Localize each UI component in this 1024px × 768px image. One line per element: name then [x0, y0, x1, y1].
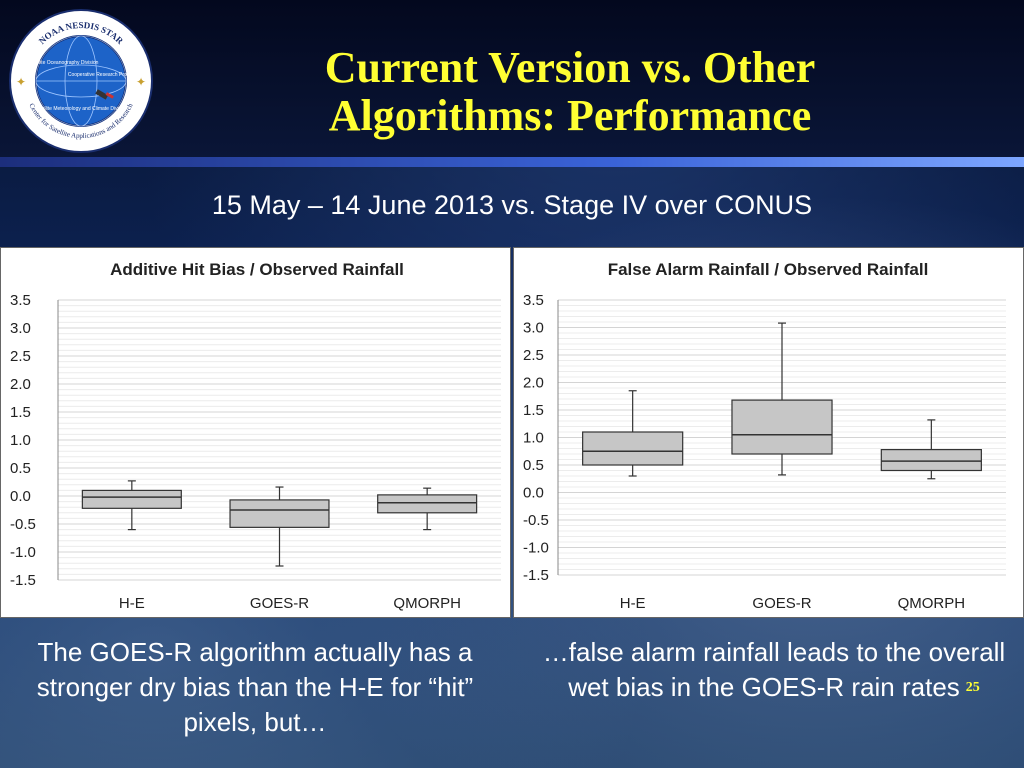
chart2-y-tick-label: -0.5: [523, 512, 549, 529]
chart2-y-tick-label: -1.0: [523, 540, 549, 557]
chart1-x-tick-label: H-E: [119, 595, 145, 612]
chart1-y-tick-label: 0.5: [10, 460, 31, 477]
chart1-box-goes-r: [229, 499, 330, 528]
chart1-box-h-e: [81, 489, 182, 509]
chart2-y-tick-label: 2.0: [523, 375, 544, 392]
satellite-icon: [95, 89, 114, 100]
chart2-box-goes-r: [731, 399, 833, 455]
chart1-x-tick-label: QMORPH: [393, 595, 461, 612]
caption-right: …false alarm rainfall leads to the overa…: [534, 635, 1014, 705]
chart-panel-hit-bias: Additive Hit Bias / Observed Rainfall 3.5…: [0, 247, 511, 618]
chart2-y-tick-label: 3.5: [523, 292, 544, 309]
caption-right-text: …false alarm rainfall leads to the overa…: [542, 637, 1006, 702]
page-number: 25: [965, 680, 980, 695]
logo-division-3: Satellite Meteorology and Climate Divisi…: [34, 106, 128, 112]
chart2-y-tick-label: 3.0: [523, 320, 544, 337]
logo-star-right-icon: ✦: [136, 75, 146, 89]
logo-star-left-icon: ✦: [16, 75, 26, 89]
slide-title: Current Version vs. Other Algorithms: Pe…: [200, 44, 940, 140]
chart1-y-tick-label: -0.5: [10, 516, 36, 533]
chart1-y-tick-label: 2.0: [10, 376, 31, 393]
chart2-x-tick-label: QMORPH: [898, 595, 966, 612]
chart1-y-tick-label: 1.5: [10, 404, 31, 421]
chart2-y-tick-label: -1.5: [523, 567, 549, 584]
caption-left: The GOES-R algorithm actually has a stro…: [36, 637, 474, 737]
noaa-nesdis-star-logo: NOAA NESDIS STAR Center for Satellite Ap…: [9, 9, 153, 153]
chart1-y-tick-label: 0.0: [10, 488, 31, 505]
chart1-title: Additive Hit Bias / Observed Rainfall: [110, 260, 404, 279]
logo-division-2: Cooperative Research Program: [68, 72, 138, 78]
chart2-x-tick-label: H-E: [620, 595, 646, 612]
chart2-box-h-e: [582, 431, 684, 466]
false-alarm-boxplot: False Alarm Rainfall / Observed Rainfall…: [523, 260, 1006, 612]
chart1-y-tick-label: 3.0: [10, 320, 31, 337]
chart2-y-tick-label: 2.5: [523, 347, 544, 364]
chart1-y-tick-label: -1.0: [10, 544, 36, 561]
chart2-x-tick-label: GOES-R: [752, 595, 811, 612]
header-accent-bar: [0, 157, 1024, 167]
hit-bias-boxplot: Additive Hit Bias / Observed Rainfall 3.5…: [10, 260, 501, 612]
chart1-y-tick-label: 1.0: [10, 432, 31, 449]
chart2-box-qmorph: [880, 449, 982, 472]
chart2-y-tick-label: 0.5: [523, 457, 544, 474]
chart1-y-tick-label: 2.5: [10, 348, 31, 365]
chart2-y-tick-label: 1.5: [523, 402, 544, 419]
chart1-y-tick-label: -1.5: [10, 572, 36, 589]
slide-header: [0, 0, 1024, 160]
chart2-title: False Alarm Rainfall / Observed Rainfall: [608, 260, 929, 279]
chart2-y-tick-label: 0.0: [523, 485, 544, 502]
chart1-y-tick-label: 3.5: [10, 292, 31, 309]
slide-title-line-1: Current Version vs. Other: [324, 43, 816, 92]
chart1-box-qmorph: [377, 494, 478, 514]
chart-panel-false-alarm: False Alarm Rainfall / Observed Rainfall…: [513, 247, 1024, 618]
slide-subtitle: 15 May – 14 June 2013 vs. Stage IV over …: [211, 190, 813, 220]
logo-division-1: Satellite Oceanography Division: [28, 60, 99, 66]
slide-title-line-2: Algorithms: Performance: [328, 91, 812, 140]
chart2-y-tick-label: 1.0: [523, 430, 544, 447]
chart1-x-tick-label: GOES-R: [250, 595, 309, 612]
